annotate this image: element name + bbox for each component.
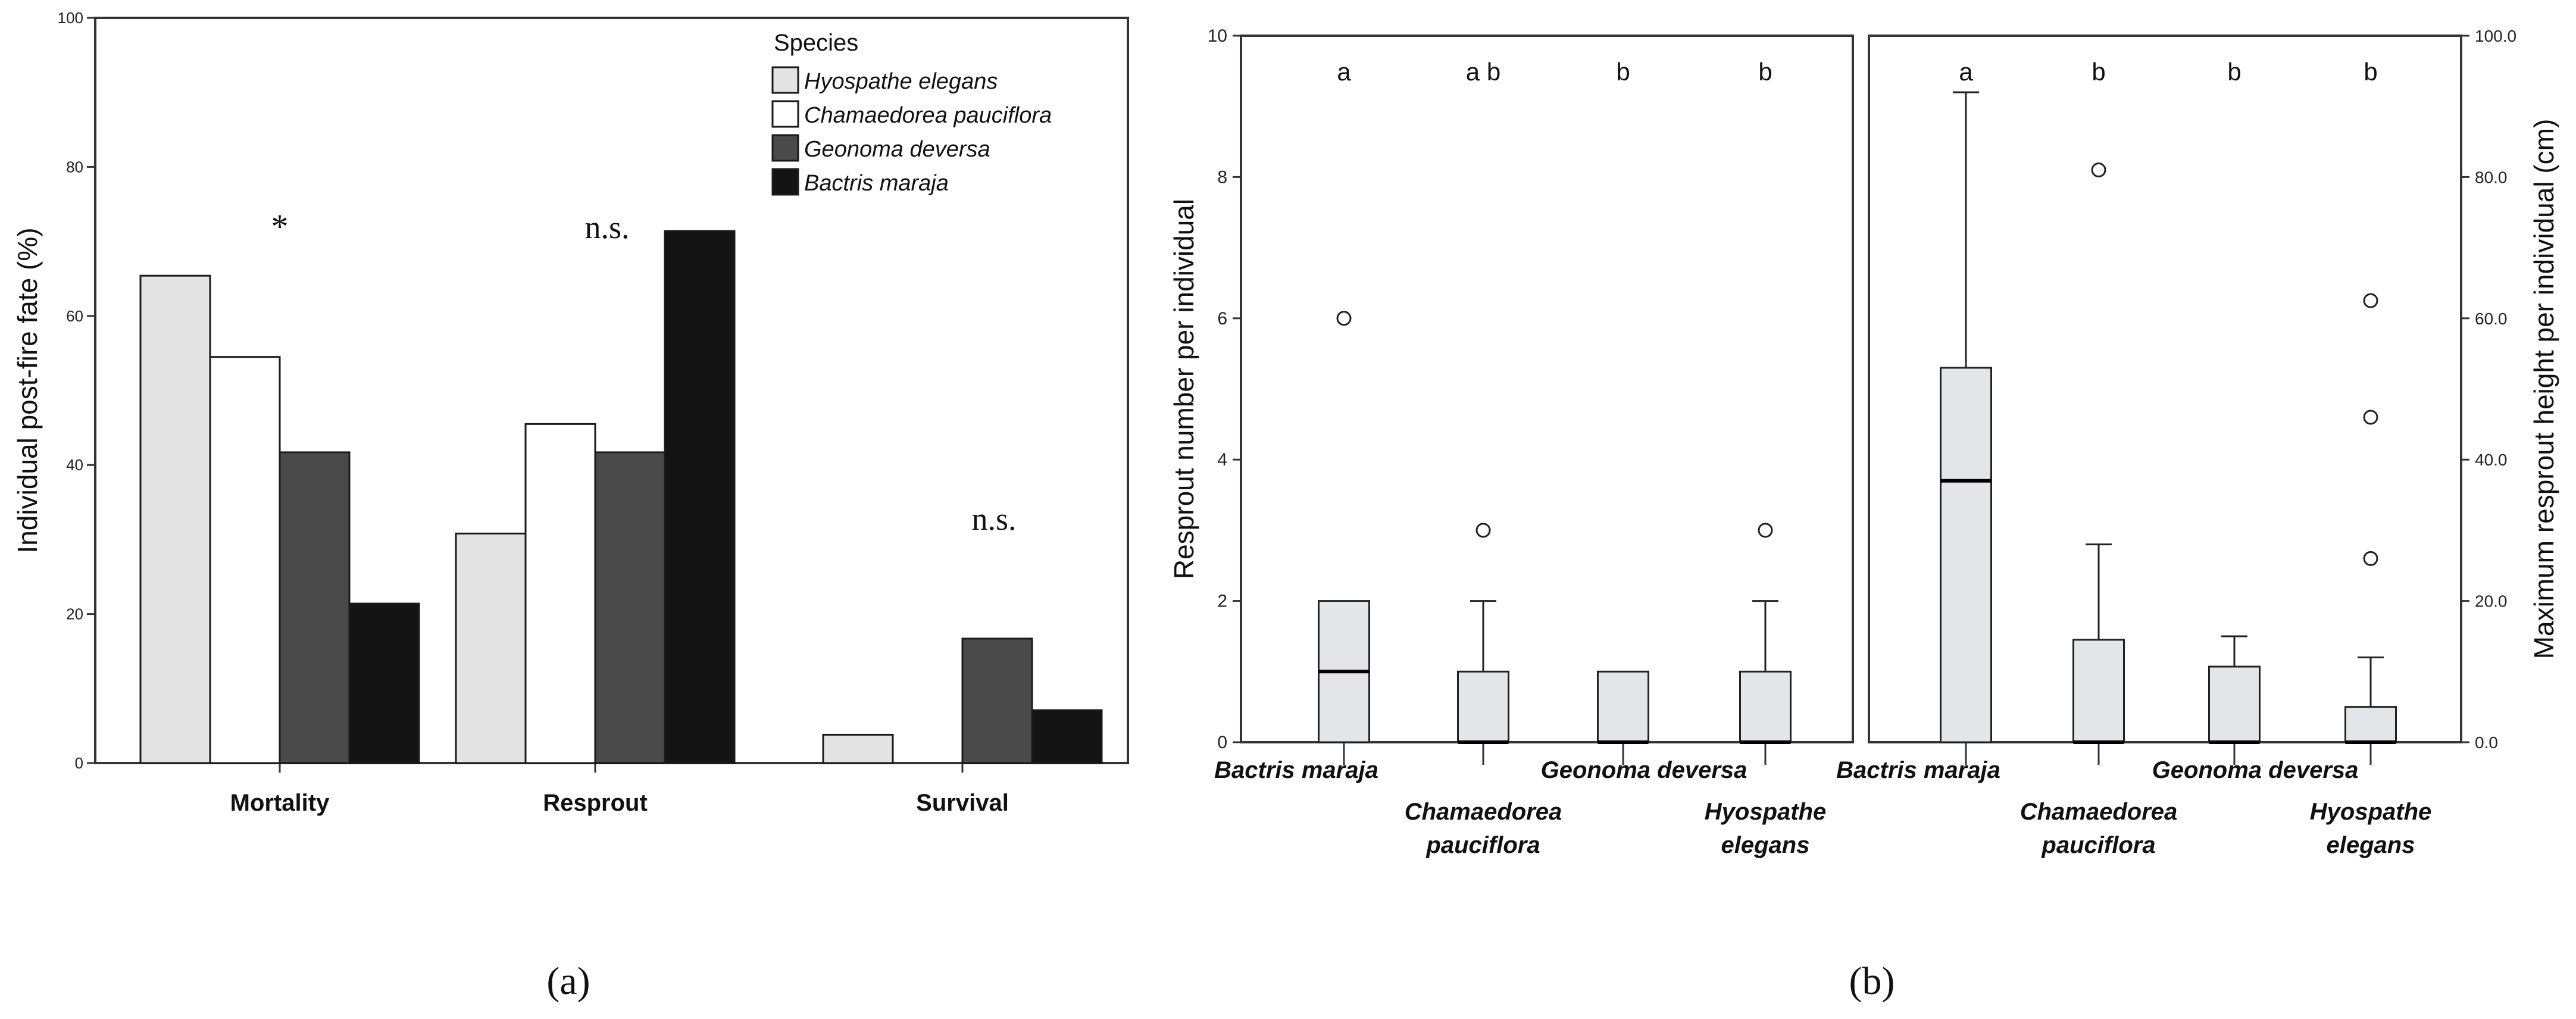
y-tick-label: 100 bbox=[58, 9, 83, 27]
y-tick-label: 60.0 bbox=[2475, 310, 2508, 328]
box bbox=[2344, 706, 2397, 743]
group-letter: b bbox=[1758, 58, 1772, 86]
bar bbox=[961, 637, 1033, 764]
caption-a: (a) bbox=[546, 959, 590, 1003]
x-category-label: elegans bbox=[2327, 832, 2415, 858]
panel-b-box-plots: a Bactris maraja a b Chamaedorea pauciflora b… bbox=[1168, 26, 2559, 858]
x-category-label: Geonoma deversa bbox=[2152, 757, 2359, 783]
y-tick-label: 80 bbox=[66, 158, 83, 176]
group-letter: b bbox=[2227, 58, 2241, 86]
box bbox=[1739, 670, 1792, 743]
x-category-label: Hyospathe bbox=[2310, 799, 2432, 825]
caption-b: (b) bbox=[1849, 959, 1895, 1003]
bar bbox=[279, 451, 351, 764]
bar bbox=[594, 451, 666, 764]
y-tick-label: 4 bbox=[1217, 450, 1227, 470]
panel-a-bar-chart: 0 20 40 60 80 100 Individual post-fire fate (%… bbox=[12, 9, 1129, 816]
significance-annotation: n.s. bbox=[584, 210, 629, 245]
outlier-point bbox=[2091, 162, 2106, 178]
y-tick-label: 10 bbox=[1208, 26, 1227, 46]
box bbox=[1597, 670, 1649, 743]
legend-swatch bbox=[771, 168, 799, 196]
box bbox=[1940, 367, 1992, 743]
outlier-point bbox=[1758, 523, 1773, 538]
outlier-point bbox=[1336, 311, 1352, 326]
x-category-label: Resprout bbox=[543, 790, 648, 816]
legend-title: Species bbox=[774, 30, 858, 56]
x-category-label: Geonoma deversa bbox=[1541, 757, 1747, 783]
y-tick-label: 0 bbox=[1217, 733, 1227, 752]
x-category-label: Chamaedorea bbox=[1405, 799, 1562, 825]
y-tick-label: 80.0 bbox=[2475, 168, 2508, 186]
y-tick-label: 20 bbox=[66, 605, 83, 623]
plot-frame bbox=[1240, 35, 1854, 743]
y-tick-label: 2 bbox=[1217, 592, 1227, 611]
bar bbox=[664, 230, 736, 764]
y-axis-label-right: Maximum resprout height per individual (… bbox=[2528, 119, 2559, 659]
x-category-label: Survival bbox=[916, 790, 1009, 816]
x-category-label: Bactris maraja bbox=[1836, 757, 2000, 783]
legend-swatch bbox=[771, 100, 799, 128]
group-letter: b bbox=[2364, 58, 2377, 86]
y-tick-label: 0 bbox=[75, 754, 83, 772]
group-letter: a bbox=[1959, 58, 1973, 86]
y-axis-label: Individual post-fire fate (%) bbox=[12, 227, 43, 553]
x-category-label: Bactris maraja bbox=[1214, 757, 1378, 783]
box bbox=[2208, 665, 2261, 743]
y-tick-label: 6 bbox=[1217, 309, 1227, 329]
outlier-point bbox=[2363, 551, 2378, 566]
plot-frame bbox=[1868, 35, 2462, 743]
x-category-label: pauciflora bbox=[1425, 832, 1540, 858]
significance-annotation: * bbox=[271, 207, 289, 246]
group-letter: b bbox=[1616, 58, 1630, 86]
group-letter: a bbox=[1337, 58, 1351, 86]
legend-entry: Geonoma deversa bbox=[804, 137, 990, 162]
bar bbox=[524, 423, 596, 764]
legend-swatch bbox=[771, 66, 799, 94]
y-tick-label: 100.0 bbox=[2475, 27, 2516, 45]
outlier-point bbox=[2363, 410, 2378, 425]
bar bbox=[139, 274, 211, 764]
bar bbox=[455, 532, 527, 764]
bar bbox=[348, 602, 420, 764]
y-tick-label: 20.0 bbox=[2475, 592, 2508, 611]
bar bbox=[1031, 709, 1103, 764]
legend-swatch bbox=[771, 134, 799, 162]
significance-annotation: n.s. bbox=[971, 501, 1016, 537]
y-tick-label: 40.0 bbox=[2475, 451, 2508, 469]
y-tick-label: 40 bbox=[66, 456, 83, 474]
y-tick-label: 60 bbox=[66, 307, 83, 325]
x-category-label: Mortality bbox=[230, 790, 330, 816]
bar bbox=[209, 356, 281, 764]
outlier-point bbox=[1475, 523, 1491, 538]
bar bbox=[822, 733, 894, 764]
y-tick-label: 8 bbox=[1217, 167, 1227, 187]
legend-entry: Hyospathe elegans bbox=[804, 69, 998, 94]
box bbox=[2072, 639, 2125, 743]
group-letter: b bbox=[2092, 58, 2105, 86]
y-tick-label: 0.0 bbox=[2475, 733, 2498, 752]
x-category-label: elegans bbox=[1721, 832, 1810, 858]
box bbox=[1457, 670, 1509, 743]
y-axis-label-left: Resprout number per individual bbox=[1168, 199, 1199, 579]
x-category-label: Hyospathe bbox=[1705, 799, 1827, 825]
legend-entry: Bactris maraja bbox=[804, 171, 949, 196]
x-category-label: pauciflora bbox=[2041, 832, 2155, 858]
outlier-point bbox=[2363, 293, 2378, 308]
legend-entry: Chamaedorea pauciflora bbox=[804, 103, 1052, 128]
x-category-label: Chamaedorea bbox=[2020, 799, 2178, 825]
group-letter: a b bbox=[1466, 58, 1500, 86]
